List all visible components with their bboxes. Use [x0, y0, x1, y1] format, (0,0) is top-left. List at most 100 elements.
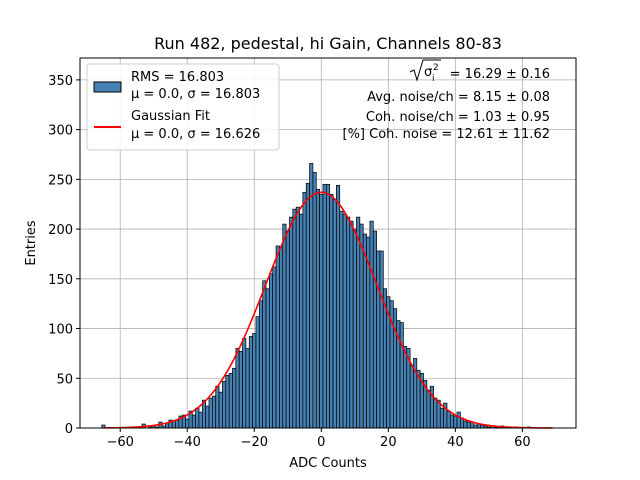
- histogram-bar: [352, 228, 357, 429]
- x-tick-label: 60: [514, 435, 531, 450]
- y-tick-label: 100: [48, 323, 73, 338]
- histogram-bar: [235, 348, 240, 429]
- histogram-bar: [205, 405, 210, 429]
- histogram-bar: [369, 220, 374, 429]
- y-tick-label: 50: [56, 372, 73, 387]
- histogram-bar: [359, 223, 364, 429]
- legend-histogram-line2: μ = 0.0, σ = 16.803: [131, 87, 260, 102]
- histogram-bar: [175, 419, 180, 429]
- histogram-bar: [346, 216, 351, 429]
- histogram-bar: [275, 245, 280, 429]
- chart-title: Run 482, pedestal, hi Gain, Channels 80-…: [154, 34, 502, 53]
- histogram-bar: [439, 407, 444, 429]
- legend-box: [86, 63, 280, 151]
- histogram-bar: [305, 182, 310, 429]
- histogram-bar: [252, 333, 257, 429]
- histogram-bar: [289, 216, 294, 429]
- histogram-bar: [269, 273, 274, 429]
- histogram-bar: [195, 407, 200, 429]
- histogram-bar: [312, 172, 317, 429]
- histogram-bar: [245, 348, 250, 429]
- histogram-bar: [282, 223, 287, 429]
- histogram-bar: [292, 208, 297, 429]
- histogram-bar: [349, 220, 354, 429]
- histogram-bar: [265, 288, 270, 429]
- histogram-bar: [309, 163, 314, 429]
- histogram-bar: [285, 230, 290, 429]
- x-tick-label: −60: [106, 435, 133, 450]
- histogram-bar: [466, 421, 471, 429]
- coh-noise-text: Coh. noise/ch = 1.03 ± 0.95: [366, 110, 550, 125]
- histogram-bar: [299, 213, 304, 429]
- x-tick-label: 40: [447, 435, 464, 450]
- histogram-bar: [356, 216, 361, 429]
- histogram-bar: [215, 385, 220, 429]
- histogram-bar: [319, 193, 324, 429]
- histogram-bar: [449, 414, 455, 429]
- y-tick-label: 0: [65, 422, 73, 437]
- legend-histogram-line1: RMS = 16.803: [131, 70, 224, 85]
- histogram-bar: [399, 322, 404, 429]
- histogram-bar: [232, 367, 237, 429]
- histogram-bar: [342, 213, 347, 429]
- histogram-bar: [228, 372, 233, 429]
- sqrt-sign: [409, 59, 441, 82]
- sigma-subscript: i: [432, 74, 435, 84]
- histogram-bar: [379, 250, 384, 429]
- histogram-bar: [446, 410, 451, 429]
- histogram-bar: [191, 414, 196, 429]
- histogram-bar: [339, 210, 344, 429]
- histogram-bar: [315, 188, 320, 429]
- histogram-bar: [329, 193, 334, 429]
- histogram-bar: [222, 380, 227, 429]
- noise-annotations: σ i 2 = 16.29 ± 0.16 Avg. noise/ch = 8.1…: [343, 59, 551, 142]
- axis-ticks: −60 −40 −20 0 20 40 60 0 50 100 150 200 250 300 350: [48, 74, 530, 450]
- y-tick-label: 200: [48, 223, 73, 238]
- avg-noise-text: Avg. noise/ch = 8.15 ± 0.08: [367, 90, 550, 105]
- histogram-bar: [218, 391, 223, 429]
- histogram-bar: [279, 246, 284, 429]
- histogram-bar: [453, 415, 458, 429]
- x-tick-label: 0: [317, 435, 325, 450]
- histogram-bar: [225, 374, 230, 429]
- histogram-bar: [433, 397, 438, 429]
- legend: RMS = 16.803 μ = 0.0, σ = 16.803 Gaussia…: [86, 63, 280, 151]
- y-tick-label: 300: [48, 124, 73, 139]
- histogram-bar: [185, 418, 190, 429]
- legend-fit-line1: Gaussian Fit: [131, 109, 210, 124]
- histogram-bar: [208, 397, 213, 429]
- histogram-bar: [336, 184, 341, 429]
- histogram-bar: [258, 300, 263, 429]
- histogram-bars: [101, 163, 532, 429]
- legend-histogram-swatch: [93, 81, 122, 93]
- histogram-bar: [295, 206, 300, 429]
- histogram-bar: [332, 198, 337, 429]
- sigma-symbol: σ: [424, 65, 432, 80]
- histogram-bar: [403, 346, 408, 429]
- histogram-bar: [238, 351, 243, 429]
- legend-fit-line2: μ = 0.0, σ = 16.626: [131, 127, 260, 142]
- histogram-bar: [409, 364, 414, 429]
- histogram-bar: [426, 389, 431, 429]
- y-tick-label: 150: [48, 273, 73, 288]
- x-tick-label: 20: [380, 435, 397, 450]
- sigma-value: = 16.29 ± 0.16: [450, 67, 550, 82]
- y-tick-label: 350: [48, 74, 73, 89]
- histogram-bar: [362, 233, 367, 429]
- x-axis-label: ADC Counts: [289, 456, 367, 471]
- histogram-bar: [322, 183, 327, 429]
- y-axis-label: Entries: [24, 220, 39, 266]
- grid: [80, 58, 576, 429]
- histogram-bar: [302, 191, 307, 429]
- histogram-bar: [272, 266, 277, 429]
- histogram-bar: [198, 411, 203, 429]
- histogram-bar: [262, 280, 267, 429]
- sigma-superscript: 2: [433, 63, 439, 73]
- coh-noise-percent-text: [%] Coh. noise = 12.61 ± 11.62: [343, 127, 551, 142]
- histogram-bar: [376, 250, 381, 429]
- histogram-bar: [372, 230, 377, 429]
- histogram-bar: [242, 338, 247, 429]
- gaussian-fit-curve: [103, 191, 553, 429]
- histogram-bar: [463, 420, 468, 429]
